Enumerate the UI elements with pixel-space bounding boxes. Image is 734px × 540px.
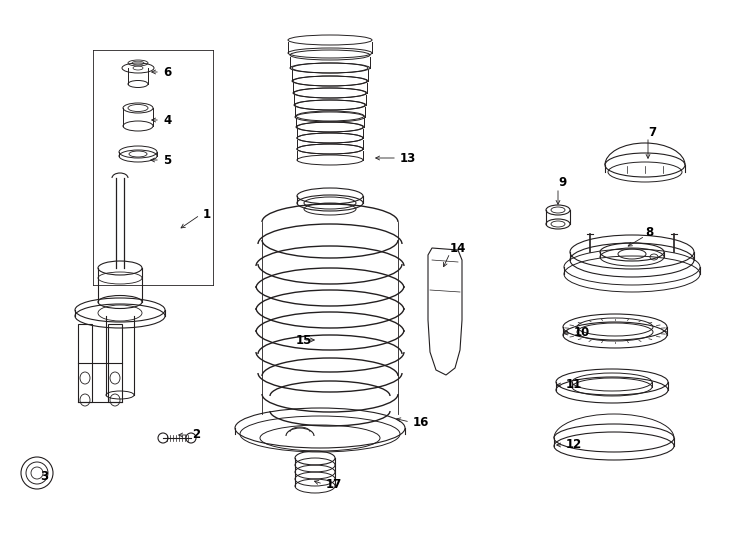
Text: 9: 9 [558, 177, 566, 190]
Text: 5: 5 [163, 153, 171, 166]
Text: 12: 12 [566, 438, 582, 451]
Text: 16: 16 [413, 415, 429, 429]
Text: 17: 17 [326, 477, 342, 490]
Text: 8: 8 [645, 226, 653, 239]
Text: 11: 11 [566, 379, 582, 392]
Text: 10: 10 [574, 327, 590, 340]
Text: 15: 15 [296, 334, 313, 347]
Text: 6: 6 [163, 65, 171, 78]
Text: 2: 2 [192, 429, 200, 442]
Text: 14: 14 [450, 241, 466, 254]
Text: 7: 7 [648, 125, 656, 138]
Text: 4: 4 [163, 113, 171, 126]
Text: 13: 13 [400, 152, 416, 165]
Bar [78, 324, 92, 402]
Bar [108, 324, 122, 402]
Text: 1: 1 [203, 208, 211, 221]
Text: 3: 3 [40, 469, 48, 483]
